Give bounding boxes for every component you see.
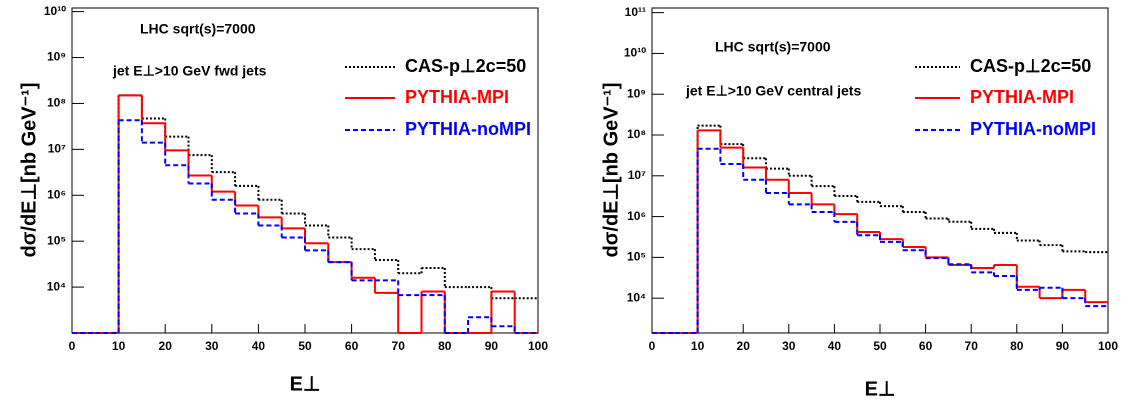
y-tick-label: 10⁵ [47,233,66,247]
y-tick-label: 10⁷ [48,142,66,156]
legend-label: PYTHIA-noMPI [405,119,531,139]
x-tick-label: 40 [252,339,266,353]
x-tick-label: 30 [782,339,796,353]
y-tick-label: 10¹¹ [625,5,646,19]
x-tick-label: 50 [298,339,312,353]
y-tick-label: 10⁴ [627,290,646,304]
y-tick-label: 10⁴ [47,279,66,293]
y-tick-label: 10⁷ [628,168,646,182]
legend-label: PYTHIA-noMPI [970,119,1096,139]
x-tick-label: 70 [392,339,406,353]
x-tick-label: 60 [345,339,359,353]
y-tick-label: 10⁶ [627,209,646,223]
y-tick-label: 10⁹ [627,86,646,100]
y-tick-label: 10⁵ [627,250,646,264]
legend-label: CAS-p⊥2c=50 [405,56,526,76]
legend-label: PYTHIA-MPI [405,87,509,107]
panel: 0 10 20 30 40 50 60 70 80 90 100 10⁴ 10⁵ 10⁶ 10⁷ 10⁸ 10⁹… [18,4,548,395]
annotation: LHC sqrt(s)=7000 [715,39,831,55]
x-tick-label: 100 [1098,339,1118,353]
x-axis-label: E⊥ [865,378,896,400]
x-tick-label: 10 [112,339,126,353]
x-tick-label: 10 [691,339,705,353]
y-tick-label: 10⁶ [47,187,66,201]
legend-label: PYTHIA-MPI [970,87,1074,107]
x-axis-label: E⊥ [290,373,321,395]
x-tick-label: 40 [828,339,842,353]
annotation: jet E⊥>10 GeV fwd jets [112,63,267,79]
y-tick-label: 10¹⁰ [44,4,66,18]
annotation: LHC sqrt(s)=7000 [140,21,256,37]
y-axis-label: dσ/dE⊥[nb GeV⁻¹] [600,83,622,258]
x-tick-label: 90 [1056,339,1070,353]
y-tick-label: 10⁹ [47,50,66,64]
x-tick-label: 90 [485,339,499,353]
y-tick-label: 10¹⁰ [624,46,646,60]
x-tick-label: 80 [438,339,452,353]
x-tick-label: 60 [919,339,933,353]
y-tick-label: 10⁸ [47,96,66,110]
x-tick-label: 50 [873,339,887,353]
x-tick-label: 0 [69,339,76,353]
x-tick-label: 70 [965,339,979,353]
panel: 0 10 20 30 40 50 60 70 80 90 100 10⁴ 10⁵ 10⁶ 10⁷ 10⁸ 10⁹… [600,5,1118,400]
y-axis-label: dσ/dE⊥[nb GeV⁻¹] [18,83,40,258]
y-tick-label: 10⁸ [627,127,646,141]
x-tick-label: 80 [1010,339,1024,353]
x-tick-label: 20 [737,339,751,353]
x-tick-label: 100 [528,339,548,353]
annotation: jet E⊥>10 GeV central jets [685,83,861,99]
x-tick-label: 30 [205,339,219,353]
x-tick-label: 0 [649,339,656,353]
x-tick-label: 20 [159,339,173,353]
legend-label: CAS-p⊥2c=50 [970,56,1091,76]
